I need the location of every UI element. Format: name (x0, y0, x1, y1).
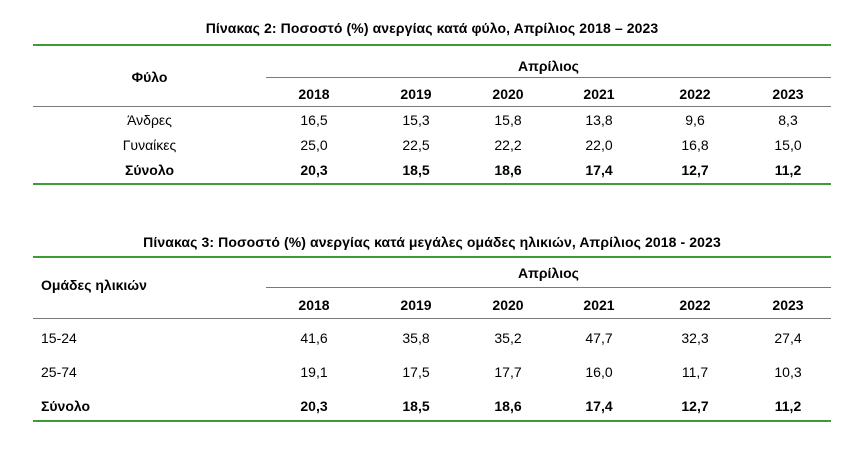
year-header: 2019 (400, 86, 432, 102)
table-cell: 17,7 (494, 364, 522, 380)
year-header: 2018 (298, 86, 330, 102)
year-header: 2022 (679, 297, 711, 313)
table-cell: 11,7 (681, 364, 709, 380)
year-header: 2021 (583, 86, 615, 102)
header-bottom-rule (33, 106, 831, 107)
table-cell: 32,3 (681, 330, 709, 346)
year-header: 2020 (492, 86, 524, 102)
row-label: 15-24 (41, 330, 77, 346)
table-cell: 18,5 (402, 398, 430, 414)
group-header-rule (266, 287, 831, 288)
table-cell: 20,3 (300, 398, 328, 414)
table-top-rule (33, 256, 831, 258)
year-header: 2022 (679, 86, 711, 102)
table-cell: 11,2 (774, 162, 802, 178)
table-bottom-rule (33, 183, 831, 185)
table3-title: Πίνακας 3: Ποσοστό (%) ανεργίας κατά μεγ… (143, 234, 721, 250)
group-header: Απρίλιος (518, 265, 579, 281)
row-label: Σύνολο (124, 162, 175, 178)
row-header: Ομάδες ηλικιών (41, 277, 147, 293)
table-cell: 10,3 (774, 364, 802, 380)
row-label: Άνδρες (127, 112, 172, 128)
table-cell: 15,0 (774, 137, 802, 153)
table3: Ομάδες ηλικιών Απρίλιος 2018 2019 2020 2… (33, 256, 831, 424)
table2-title: Πίνακας 2: Ποσοστό (%) ανεργίας κατά φύλ… (205, 20, 659, 36)
table-cell: 12,7 (681, 398, 709, 414)
table-cell: 8,3 (778, 112, 798, 128)
table-cell: 9,6 (685, 112, 705, 128)
row-header: Φύλο (131, 69, 168, 85)
table-cell: 35,8 (402, 330, 430, 346)
table-cell: 19,1 (300, 364, 328, 380)
table-cell: 22,5 (402, 137, 430, 153)
group-header-rule (266, 77, 831, 78)
table-cell: 16,5 (300, 112, 328, 128)
table-cell: 15,3 (402, 112, 430, 128)
table-top-rule (33, 44, 831, 46)
table-cell: 27,4 (774, 330, 802, 346)
table-cell: 22,2 (494, 137, 522, 153)
table-cell: 16,8 (681, 137, 709, 153)
header-bottom-rule (33, 318, 831, 319)
table-cell: 18,6 (494, 398, 522, 414)
year-header: 2020 (492, 297, 524, 313)
row-label: Γυναίκες (122, 137, 177, 153)
row-label: 25-74 (41, 364, 77, 380)
table-cell: 13,8 (585, 112, 613, 128)
table-cell: 25,0 (300, 137, 328, 153)
table-cell: 17,5 (402, 364, 430, 380)
table-cell: 15,8 (494, 112, 522, 128)
table-cell: 47,7 (585, 330, 613, 346)
table-cell: 22,0 (585, 137, 613, 153)
table-cell: 17,4 (585, 398, 613, 414)
table-cell: 12,7 (681, 162, 709, 178)
table-cell: 11,2 (774, 398, 802, 414)
table-cell: 20,3 (300, 162, 328, 178)
year-header: 2019 (400, 297, 432, 313)
year-header: 2021 (583, 297, 615, 313)
year-header: 2023 (772, 297, 804, 313)
group-header: Απρίλιος (518, 58, 579, 74)
table2: Φύλο Απρίλιος 2018 2019 2020 2021 2022 2… (33, 44, 831, 187)
table-bottom-rule (33, 420, 831, 422)
table-cell: 41,6 (300, 330, 328, 346)
year-header: 2023 (772, 86, 804, 102)
year-header: 2018 (298, 297, 330, 313)
table-cell: 35,2 (494, 330, 522, 346)
row-label: Σύνολο (41, 398, 91, 414)
table-cell: 18,5 (402, 162, 430, 178)
table-cell: 18,6 (494, 162, 522, 178)
table-cell: 16,0 (585, 364, 613, 380)
table-cell: 17,4 (585, 162, 613, 178)
